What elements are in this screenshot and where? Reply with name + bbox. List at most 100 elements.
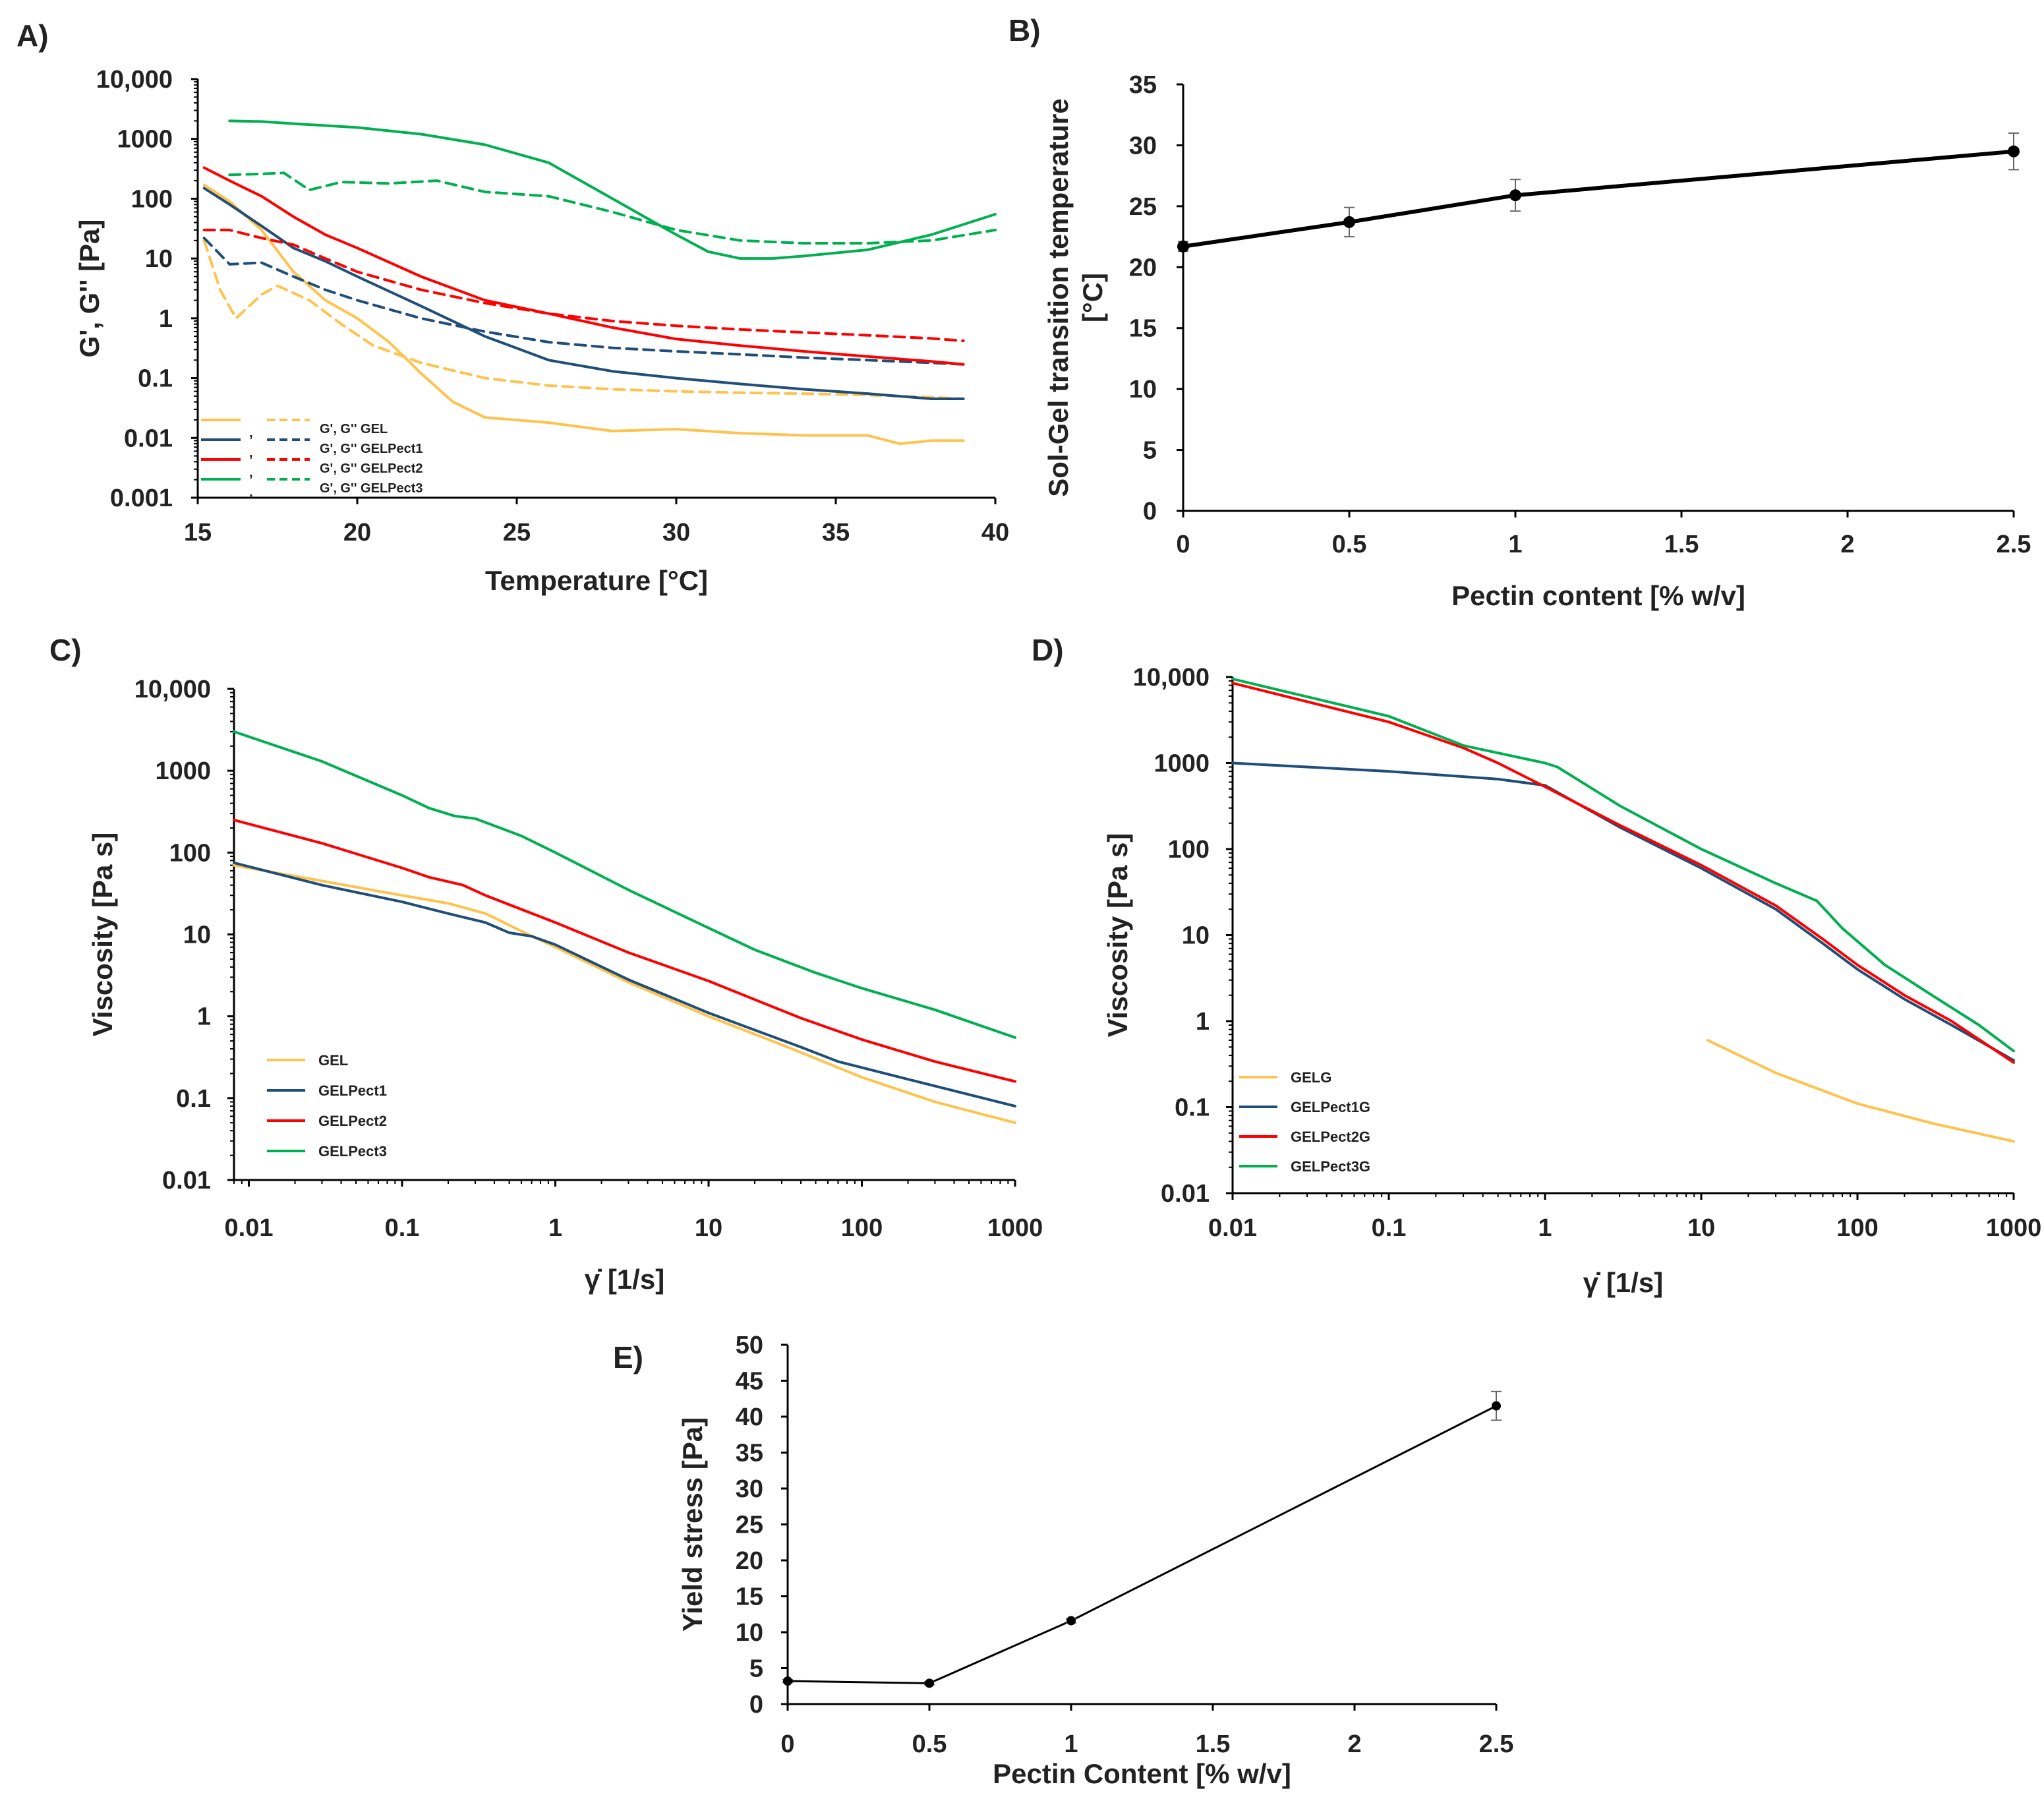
legend-label: G', G'' GEL — [320, 422, 388, 436]
x-axis-title: Pectin content [% w/v] — [1451, 580, 1745, 611]
y-tick-label: 10,000 — [96, 66, 173, 94]
x-axis-title: Temperature [°C] — [485, 565, 708, 596]
series-line-g-gel — [202, 183, 965, 446]
y-tick-label: 0.01 — [124, 425, 173, 452]
y-tick-label: 40 — [736, 1403, 763, 1431]
panel-b: B) 0 5 10 15 20 25 30 35 0 0.5 1 1.5 2 2.5 Pectin conte… — [1008, 13, 2031, 611]
legend-separator: , — [249, 446, 253, 460]
data-point — [925, 1678, 934, 1688]
legend-label: G', G'' GELPect2 — [320, 461, 423, 476]
y-tick-label: 10 — [1182, 922, 1210, 950]
x-tick-label: 1 — [1538, 1214, 1552, 1242]
legend-label: GELPect1G — [1291, 1099, 1370, 1115]
y-tick-label: 5 — [1143, 437, 1157, 465]
y-tick-label: 30 — [736, 1475, 763, 1503]
y-tick-label: 25 — [1129, 193, 1157, 221]
y-tick-label: 35 — [1129, 71, 1157, 99]
x-tick-label: 40 — [981, 519, 1009, 546]
series-line-g-gelpect2 — [202, 228, 965, 342]
y-tick-label: 100 — [169, 839, 211, 867]
legend-label: GELPect2 — [318, 1113, 387, 1129]
y-tick-label: 100 — [1168, 836, 1210, 864]
y-axis-title: Viscosity [Pa s] — [1102, 833, 1133, 1038]
y-tick-label: 20 — [1129, 254, 1157, 281]
data-point — [1509, 189, 1521, 202]
y-tick-label: 10,000 — [134, 676, 211, 703]
series-line-g-gelpect1 — [202, 187, 965, 400]
y-tick-label: 1 — [197, 1003, 211, 1031]
x-tick-label: 0.1 — [1372, 1214, 1407, 1242]
y-tick-label: 10,000 — [1133, 664, 1210, 692]
x-tick-label: 2 — [1347, 1730, 1361, 1758]
x-tick-label: 1 — [1064, 1730, 1078, 1758]
y-tick-label: 50 — [736, 1332, 763, 1359]
y-tick-label: 0 — [1143, 498, 1157, 525]
x-tick-label: 20 — [343, 519, 371, 546]
y-tick-label: 10 — [1129, 376, 1157, 403]
series-line-sol-gel-transition-temperature — [1181, 149, 2016, 249]
y-tick-label: 1 — [159, 305, 173, 333]
y-tick-label: 10 — [183, 922, 211, 949]
y-tick-label: 1 — [1196, 1008, 1210, 1036]
data-point — [1177, 240, 1189, 252]
legend-label: G', G'' GELPect3 — [320, 481, 423, 496]
x-axis-title: γ̇ [1/s] — [585, 1264, 664, 1295]
y-tick-label: 1000 — [117, 126, 173, 154]
series-line-gelg — [1706, 1039, 2015, 1143]
x-axis-title: γ̇ [1/s] — [1583, 1267, 1663, 1298]
y-tick-label: 0.01 — [162, 1167, 211, 1194]
x-tick-label: 100 — [1836, 1214, 1878, 1242]
y-tick-label: 1000 — [155, 757, 211, 785]
y-tick-label: 0 — [749, 1691, 763, 1719]
y-tick-label: 15 — [736, 1583, 763, 1611]
data-point — [2008, 145, 2020, 158]
panel-label: C) — [49, 633, 82, 667]
y-tick-label: 45 — [736, 1368, 763, 1396]
x-tick-label: 10 — [1687, 1214, 1715, 1242]
data-point — [1066, 1616, 1076, 1626]
x-tick-label: 1.5 — [1196, 1730, 1231, 1758]
x-tick-label: 0.01 — [225, 1214, 274, 1242]
series-line-g-gelpect1 — [202, 237, 965, 366]
y-axis-title: Viscosity [Pa s] — [87, 833, 118, 1037]
series-line-yield-stress — [786, 1405, 1498, 1684]
x-tick-label: 2.5 — [1997, 531, 2031, 558]
x-tick-label: 1 — [1508, 531, 1522, 558]
legend-separator: , — [249, 426, 253, 440]
x-tick-label: 0.5 — [912, 1730, 947, 1758]
y-tick-label: 15 — [1129, 315, 1157, 343]
series-line-gelpect1g — [1231, 761, 2015, 1062]
panel-label: E) — [613, 1340, 643, 1374]
x-tick-label: 0 — [780, 1730, 794, 1758]
panel-label: D) — [1032, 633, 1064, 667]
y-tick-label: 100 — [131, 185, 173, 213]
panel-c: C) 10,000 1000 100 10 1 0.1 0.01 0.01 0.1 1 10 100 10… — [49, 633, 1043, 1295]
series-line-gelpect3 — [233, 730, 1016, 1039]
data-point — [783, 1676, 792, 1686]
x-tick-label: 100 — [841, 1214, 883, 1242]
legend-label: G', G'' GELPect1 — [320, 442, 423, 456]
x-tick-label: 2.5 — [1479, 1730, 1514, 1758]
data-point — [1492, 1401, 1501, 1411]
x-tick-label: 1000 — [987, 1214, 1043, 1242]
series-line-gelpect1 — [233, 861, 1016, 1107]
series-line-g-gelpect2 — [202, 166, 965, 366]
series-line-g-gelpect3 — [228, 171, 997, 245]
y-tick-label: 0.1 — [138, 365, 173, 393]
legend-label: GELPect1 — [318, 1082, 387, 1099]
y-axis-title: Yield stress [Pa] — [677, 1417, 708, 1632]
legend-separator: , — [249, 465, 253, 480]
y-tick-label: 20 — [736, 1547, 763, 1575]
series-line-gelpect3g — [1231, 677, 2015, 1053]
legend-label: GELPect3 — [318, 1143, 387, 1160]
x-tick-label: 0.1 — [385, 1214, 420, 1242]
y-tick-label: 35 — [736, 1440, 763, 1467]
x-tick-label: 1 — [548, 1214, 562, 1242]
x-tick-label: 35 — [822, 519, 850, 546]
legend-label: GEL — [318, 1052, 348, 1069]
y-tick-label: 10 — [145, 245, 173, 273]
x-tick-label: 1.5 — [1664, 531, 1699, 558]
y-tick-label: 30 — [1129, 132, 1157, 160]
y-tick-label: 0.01 — [1161, 1180, 1210, 1208]
